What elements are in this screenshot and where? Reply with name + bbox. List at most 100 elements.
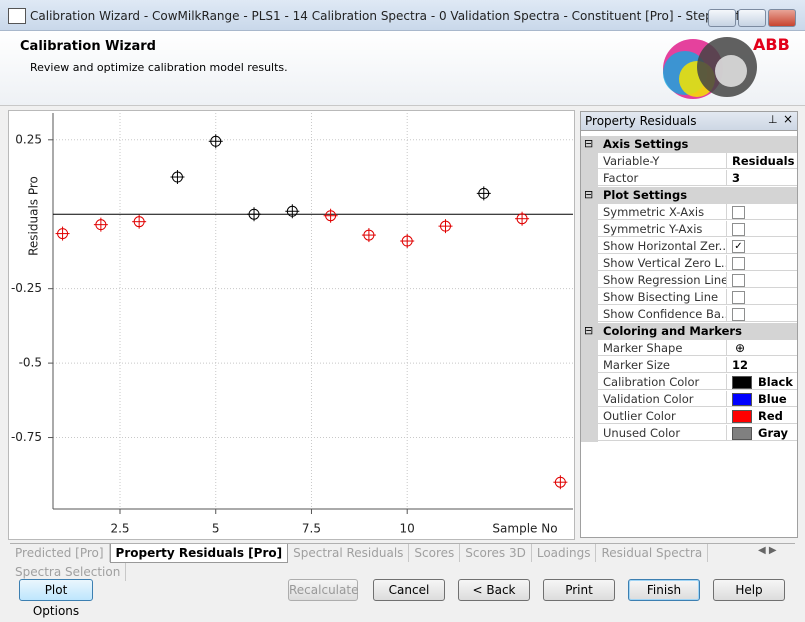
minimize-button[interactable]	[708, 9, 736, 27]
data-point	[132, 214, 147, 229]
section-name: Coloring and Markers	[603, 324, 742, 338]
property-row: Show Confidence Ba...	[581, 306, 797, 323]
property-row: Variable-Y Residuals	[581, 153, 797, 170]
data-point	[361, 228, 376, 243]
property-label: Show Regression Line	[598, 272, 727, 288]
panel-header: Property Residuals ⊥ ×	[581, 112, 797, 131]
property-row: Factor 3	[581, 170, 797, 187]
window-title: Calibration Wizard - CowMilkRange - PLS1…	[30, 9, 752, 23]
tab-scroll[interactable]: ◀ ▶	[758, 545, 777, 556]
property-value: 12	[727, 357, 797, 373]
property-label: Symmetric X-Axis	[598, 204, 727, 220]
gutter	[581, 255, 598, 272]
property-label: Show Vertical Zero L...	[598, 255, 727, 271]
gutter	[581, 221, 598, 238]
property-value: Blue	[727, 391, 797, 407]
chart-panel: 2.5 5 7.5 10 -0.75 -0.5 -0.25 0.25 Sample No Resi…	[8, 110, 575, 540]
property-label: Factor	[598, 170, 727, 186]
color-name: Gray	[758, 426, 789, 440]
collapse-icon: ⊟	[584, 188, 594, 201]
y-tick-label: -0.5	[19, 356, 42, 370]
data-point	[323, 208, 338, 223]
tab-strip: ◀ ▶ Predicted [Pro] Property Residuals [P…	[10, 543, 795, 581]
tab[interactable]: Residual Spectra	[596, 544, 709, 562]
header-title: Calibration Wizard	[20, 39, 156, 54]
section-row: ⊟ Plot Settings	[581, 187, 797, 204]
tab[interactable]: Scores	[409, 544, 461, 562]
tab[interactable]: Predicted [Pro]	[10, 544, 110, 562]
collapse-icon: ⊟	[584, 324, 594, 337]
data-point	[93, 217, 108, 232]
color-name: Black	[758, 375, 793, 389]
gutter	[581, 306, 598, 323]
property-row: Show Horizontal Zer... ✓	[581, 238, 797, 255]
gutter	[581, 374, 598, 391]
property-label: Show Confidence Ba...	[598, 306, 727, 322]
back-button[interactable]: < Back	[458, 579, 530, 601]
property-row: Show Bisecting Line	[581, 289, 797, 306]
property-row: Unused Color Gray	[581, 425, 797, 442]
print-button[interactable]: Print	[543, 579, 615, 601]
checkbox[interactable]: ✓	[732, 240, 745, 253]
property-value: 3	[727, 170, 797, 186]
value-text: 3	[732, 171, 741, 185]
property-value	[727, 272, 797, 288]
checkbox[interactable]	[732, 291, 745, 304]
tab[interactable]: Spectra Selection	[10, 563, 127, 581]
property-value: Gray	[727, 425, 797, 441]
section-name: Plot Settings	[603, 188, 688, 202]
gutter	[581, 153, 598, 170]
checkbox[interactable]	[732, 257, 745, 270]
property-row: Calibration Color Black	[581, 374, 797, 391]
header-subtitle: Review and optimize calibration model re…	[30, 61, 288, 74]
collapse-icon: ⊟	[584, 137, 594, 150]
y-tick-label: -0.25	[11, 281, 42, 295]
data-point	[247, 207, 262, 222]
panel-close-button[interactable]: ×	[783, 112, 794, 126]
data-point	[285, 204, 300, 219]
plot-options-button[interactable]: Plot Options	[19, 579, 93, 618]
gutter	[581, 272, 598, 289]
tab[interactable]: Loadings	[532, 544, 597, 562]
property-value: Residuals	[727, 153, 797, 169]
color-name: Red	[758, 409, 783, 423]
maximize-button[interactable]	[738, 9, 766, 27]
data-point	[208, 134, 223, 149]
checkbox[interactable]	[732, 206, 745, 219]
property-value	[727, 204, 797, 220]
color-swatch	[732, 410, 752, 423]
data-point	[553, 475, 568, 490]
property-value	[727, 255, 797, 271]
checkbox[interactable]	[732, 223, 745, 236]
value-text: Residuals	[732, 154, 795, 168]
gutter	[581, 238, 598, 255]
property-value: ✓	[727, 238, 797, 254]
x-tick-label: 7.5	[302, 522, 321, 536]
property-label: Show Horizontal Zer...	[598, 238, 727, 254]
property-label: Variable-Y	[598, 153, 727, 169]
x-tick-label: 5	[212, 522, 220, 536]
gutter	[581, 170, 598, 187]
pin-button[interactable]: ⊥	[768, 113, 778, 126]
property-value	[727, 289, 797, 305]
cancel-button[interactable]: Cancel	[373, 579, 445, 601]
color-swatch	[732, 427, 752, 440]
wizard-header: Calibration Wizard Review and optimize c…	[0, 31, 805, 106]
y-tick-label: -0.75	[11, 430, 42, 444]
tab[interactable]: Scores 3D	[460, 544, 532, 562]
property-label: Unused Color	[598, 425, 727, 441]
property-value: Red	[727, 408, 797, 424]
close-button[interactable]	[768, 9, 796, 27]
tab[interactable]: Spectral Residuals	[288, 544, 410, 562]
logo-text: ABB	[753, 35, 790, 54]
checkbox[interactable]	[732, 274, 745, 287]
property-label: Outlier Color	[598, 408, 727, 424]
marker-icon: ⊕	[735, 341, 746, 355]
property-row: Outlier Color Red	[581, 408, 797, 425]
help-button[interactable]: Help	[713, 579, 785, 601]
finish-button[interactable]: Finish	[628, 579, 700, 601]
checkbox[interactable]	[732, 308, 745, 321]
property-value: ⊕	[727, 340, 797, 356]
tab[interactable]: Property Residuals [Pro]	[109, 544, 289, 563]
